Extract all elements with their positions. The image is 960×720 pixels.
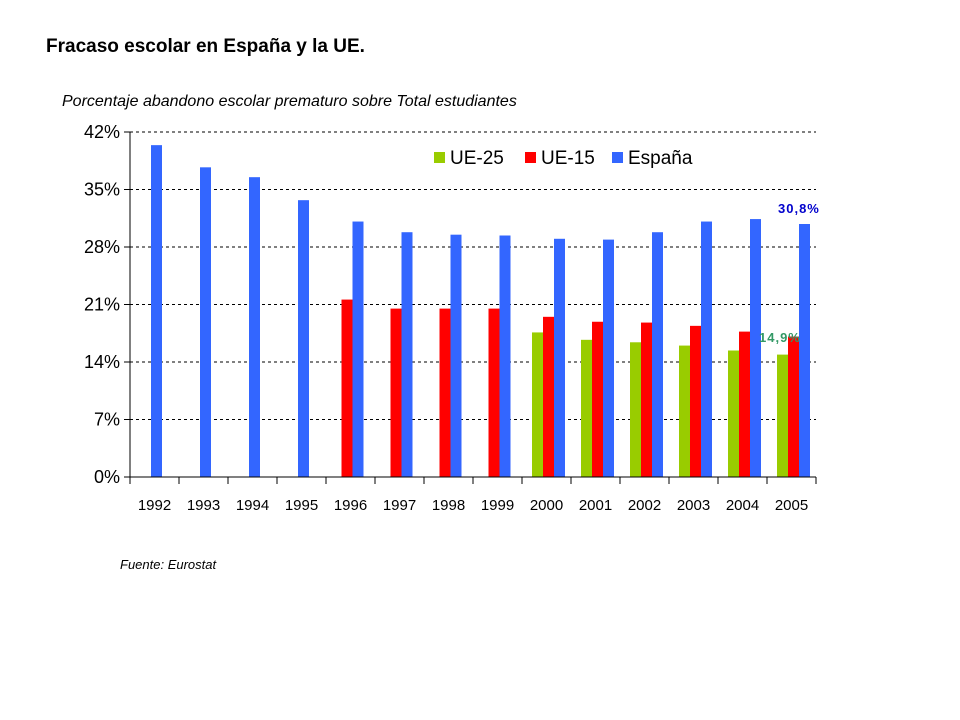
legend-label-ue-15: UE-15 bbox=[541, 148, 595, 169]
bar-ue-15-2001 bbox=[592, 321, 603, 477]
x-category-label: 1992 bbox=[138, 497, 171, 514]
x-category-label: 1993 bbox=[187, 497, 220, 514]
legend-label-ue-25: UE-25 bbox=[450, 148, 504, 169]
y-tick-label: 7% bbox=[94, 410, 120, 430]
x-category-label: 2005 bbox=[775, 497, 808, 514]
bar-españa-1997 bbox=[401, 232, 413, 477]
bar-españa-2002 bbox=[652, 232, 663, 477]
bar-españa-1992 bbox=[151, 145, 162, 477]
bar-españa-1994 bbox=[249, 177, 260, 477]
x-axis-categories: 1992 1993 1994 1995 1996 1997 1998 1999 2000 2001… bbox=[138, 497, 808, 514]
y-tick-label: 0% bbox=[94, 467, 120, 487]
y-tick-label: 42% bbox=[84, 122, 120, 142]
x-category-label: 2004 bbox=[726, 497, 759, 514]
bar-ue-15-2003 bbox=[690, 325, 701, 477]
bar-ue-25-2001 bbox=[581, 339, 592, 477]
bar-ue-15-2004 bbox=[739, 331, 750, 477]
bar-españa-1993 bbox=[200, 167, 211, 478]
x-category-label: 2001 bbox=[579, 497, 612, 514]
bars bbox=[151, 145, 810, 478]
bar-españa-2005 bbox=[799, 224, 810, 477]
x-category-label: 1997 bbox=[383, 497, 416, 514]
bar-ue-15-1997 bbox=[390, 308, 402, 477]
bar-ue-25-2002 bbox=[630, 342, 641, 477]
annotation-label: 14,9% bbox=[759, 330, 801, 345]
legend-swatch-ue-15 bbox=[525, 152, 536, 163]
bar-ue-15-2002 bbox=[641, 322, 652, 477]
legend-label-españa: España bbox=[628, 148, 693, 169]
bar-ue-25-2003 bbox=[679, 345, 690, 477]
bar-ue-15-2000 bbox=[543, 316, 554, 477]
annotations: 30,8% 14,9% bbox=[759, 201, 820, 345]
annotation-label: 30,8% bbox=[778, 201, 820, 216]
x-category-label: 1998 bbox=[432, 497, 465, 514]
bar-ue-15-2005 bbox=[788, 336, 799, 477]
x-category-label: 1996 bbox=[334, 497, 367, 514]
legend-swatch-españa bbox=[612, 152, 623, 163]
bar-ue-15-1998 bbox=[439, 308, 451, 477]
y-axis-ticks: 0% 7% 14% 21% 28% 35% 42% bbox=[84, 122, 130, 487]
y-tick-label: 28% bbox=[84, 237, 120, 257]
x-category-label: 2003 bbox=[677, 497, 710, 514]
legend-swatch-ue-25 bbox=[434, 152, 445, 163]
source-note: Fuente: Eurostat bbox=[120, 557, 217, 572]
x-category-label: 1994 bbox=[236, 497, 269, 514]
bar-españa-1999 bbox=[499, 235, 511, 477]
bar-españa-2003 bbox=[701, 221, 712, 477]
x-category-label: 2000 bbox=[530, 497, 563, 514]
bar-ue-15-1999 bbox=[488, 308, 500, 477]
bar-españa-1995 bbox=[298, 200, 309, 477]
x-category-label: 2002 bbox=[628, 497, 661, 514]
slide-title: Fracaso escolar en España y la UE. bbox=[46, 36, 365, 57]
y-tick-label: 35% bbox=[84, 180, 120, 200]
legend: UE-25 UE-15 España bbox=[434, 148, 693, 169]
bar-españa-1996 bbox=[352, 221, 364, 477]
bar-españa-2000 bbox=[554, 238, 565, 477]
bar-españa-2004 bbox=[750, 219, 761, 478]
bar-ue-25-2004 bbox=[728, 350, 739, 477]
bar-ue-25-2000 bbox=[532, 332, 543, 477]
x-category-label: 1999 bbox=[481, 497, 514, 514]
bar-ue-25-2005 bbox=[777, 354, 788, 477]
chart-subtitle: Porcentaje abandono escolar prematuro so… bbox=[62, 93, 517, 110]
x-category-label: 1995 bbox=[285, 497, 318, 514]
y-tick-label: 21% bbox=[84, 295, 120, 315]
axes bbox=[129, 132, 817, 484]
bar-españa-2001 bbox=[603, 239, 614, 477]
bar-ue-15-1996 bbox=[341, 299, 353, 477]
bar-españa-1998 bbox=[450, 234, 462, 477]
grid-layer bbox=[130, 131, 816, 420]
y-tick-label: 14% bbox=[84, 352, 120, 372]
